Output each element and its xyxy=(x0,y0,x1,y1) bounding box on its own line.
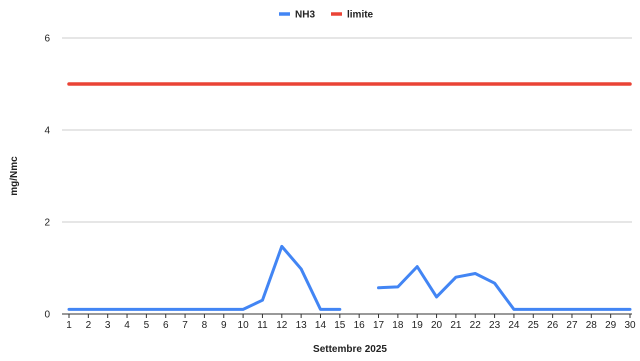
x-tick-label: 9 xyxy=(221,320,227,331)
legend-label-nh3: NH3 xyxy=(295,10,315,21)
x-tick-label: 1 xyxy=(66,320,72,331)
y-tick-label: 0 xyxy=(44,310,50,321)
x-tick-label: 7 xyxy=(182,320,188,331)
x-tick-label: 13 xyxy=(296,320,308,331)
x-tick-label: 10 xyxy=(238,320,250,331)
x-tick-label: 29 xyxy=(605,320,617,331)
x-tick-label: 20 xyxy=(431,320,443,331)
x-tick-label: 16 xyxy=(354,320,366,331)
x-tick-label: 19 xyxy=(412,320,424,331)
series-line-nh3 xyxy=(67,244,342,311)
legend: NH3 limite xyxy=(279,10,374,21)
x-tick-label: 11 xyxy=(257,320,268,331)
y-tick-label: 4 xyxy=(44,126,50,137)
series-line-nh3 xyxy=(377,265,632,311)
x-tick-label: 14 xyxy=(315,320,327,331)
x-tick-label: 21 xyxy=(450,320,462,331)
y-axis-title: mg/Nmc xyxy=(9,156,20,196)
x-tick-label: 18 xyxy=(392,320,404,331)
x-tick-label: 8 xyxy=(202,320,208,331)
y-tick-label: 2 xyxy=(44,218,50,229)
x-tick-label: 28 xyxy=(586,320,598,331)
x-tick-label: 6 xyxy=(163,320,169,331)
x-axis-ticks: 1 2 3 4 5 6 7 8 9 10 11 12 13 14 15 16 17 18 19 20 21 22 23 24 2… xyxy=(66,314,636,331)
x-tick-label: 3 xyxy=(105,320,111,331)
x-axis-title: Settembre 2025 xyxy=(313,344,387,355)
plot-area xyxy=(67,82,632,311)
x-tick-label: 26 xyxy=(547,320,559,331)
x-tick-label: 4 xyxy=(124,320,130,331)
x-tick-label: 12 xyxy=(276,320,288,331)
x-tick-label: 23 xyxy=(489,320,501,331)
y-axis-ticks: 0 2 4 6 xyxy=(44,34,50,321)
x-tick-label: 22 xyxy=(470,320,482,331)
x-tick-label: 24 xyxy=(508,320,520,331)
x-tick-label: 15 xyxy=(334,320,346,331)
x-tick-label: 25 xyxy=(528,320,540,331)
gridlines xyxy=(62,37,632,315)
x-tick-label: 30 xyxy=(624,320,636,331)
y-tick-label: 6 xyxy=(44,34,50,45)
legend-label-limite: limite xyxy=(347,10,374,21)
x-tick-label: 5 xyxy=(144,320,150,331)
x-tick-label: 27 xyxy=(566,320,578,331)
x-tick-label: 17 xyxy=(373,320,385,331)
x-tick-label: 2 xyxy=(86,320,92,331)
